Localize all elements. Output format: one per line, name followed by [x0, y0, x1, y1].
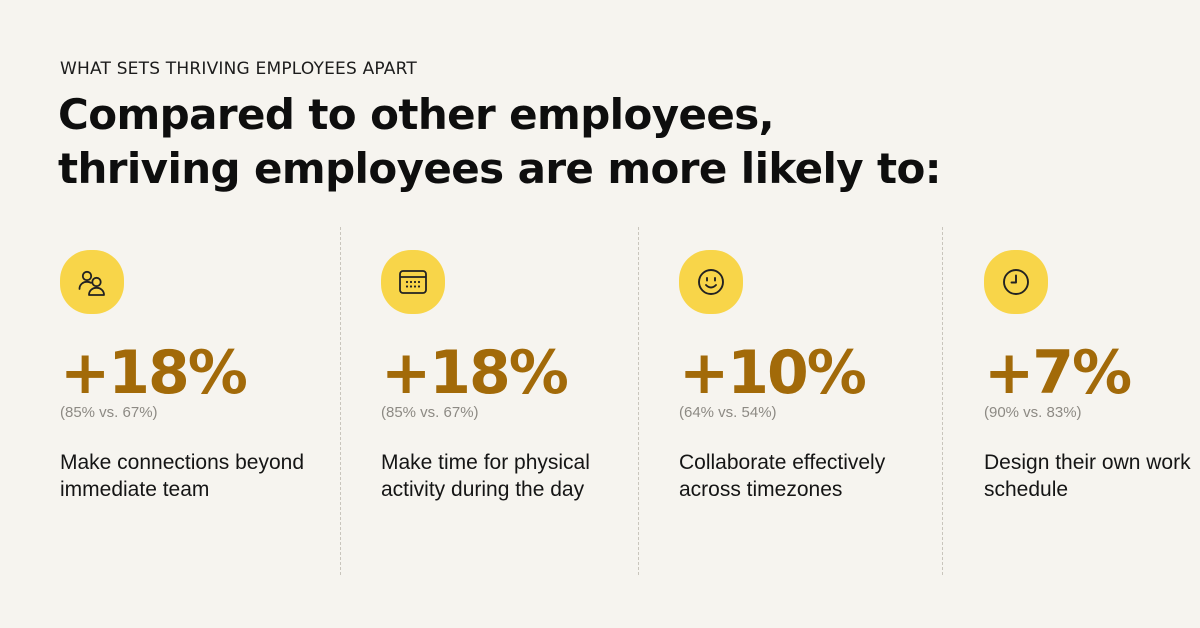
column-divider: [638, 227, 639, 575]
stat-description: Make connections beyond immediate team: [60, 451, 304, 501]
stat-comparison: (85% vs. 67%): [381, 404, 479, 421]
stat-card-collaboration: +10% (64% vs. 54%) Collaborate effective…: [679, 250, 929, 503]
stat-description: Make time for physical activity during t…: [381, 451, 590, 501]
stat-percent: +18%: [381, 338, 569, 408]
stat-comparison: (90% vs. 83%): [984, 404, 1082, 421]
stat-card-work-schedule: +7% (90% vs. 83%) Design their own work …: [984, 250, 1200, 503]
stat-percent: +10%: [679, 338, 867, 408]
stat-comparison: (64% vs. 54%): [679, 404, 777, 421]
clock-icon: [984, 250, 1048, 314]
stat-percent: +18%: [60, 338, 248, 408]
column-divider: [340, 227, 341, 575]
calendar-icon: [381, 250, 445, 314]
stat-description: Design their own work schedule: [984, 451, 1191, 501]
stat-description: Collaborate effectively across timezones: [679, 451, 886, 501]
eyebrow-label: WHAT SETS THRIVING EMPLOYEES APART: [60, 59, 417, 79]
stat-comparison: (85% vs. 67%): [60, 404, 158, 421]
smiley-icon: [679, 250, 743, 314]
page-title: Compared to other employees, thriving em…: [58, 88, 1058, 196]
stat-card-physical-activity: +18% (85% vs. 67%) Make time for physica…: [381, 250, 631, 503]
page-title-line-1: Compared to other employees,: [58, 90, 775, 139]
people-icon: [60, 250, 124, 314]
column-divider: [942, 227, 943, 575]
stat-percent: +7%: [984, 338, 1132, 408]
stat-card-connections: +18% (85% vs. 67%) Make connections beyo…: [60, 250, 310, 503]
page-title-line-2: thriving employees are more likely to:: [58, 144, 942, 193]
